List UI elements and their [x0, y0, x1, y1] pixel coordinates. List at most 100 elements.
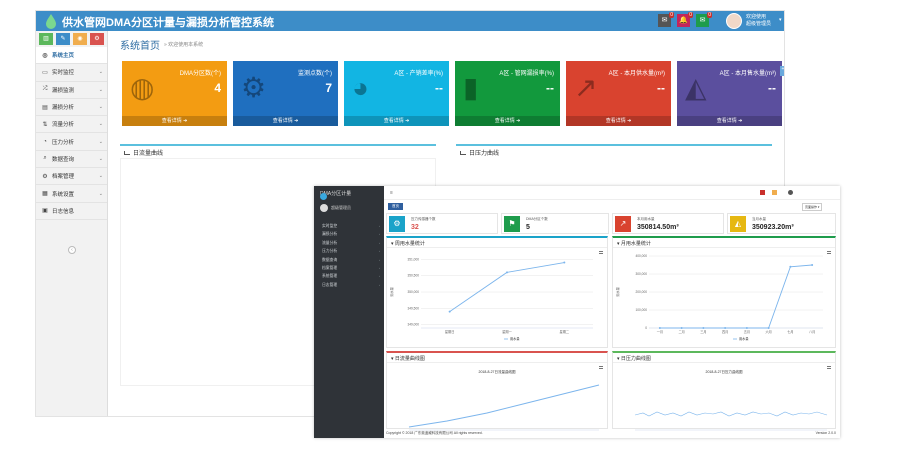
- x-tick-label: 三月: [700, 330, 706, 334]
- chevron-down-icon: ⌄: [98, 69, 103, 76]
- sidebar: ▥ ✎ ◉ ⚙ ◎ 系统主页 ▭ 实时监控 ⌄ ⤮ 漏损监测 ⌄ ▤ 漏损分析 ⌄ ⇅ 流量分析…: [36, 31, 108, 416]
- data-point: [680, 327, 683, 329]
- y-tick-label: 200,000: [635, 290, 647, 294]
- sidebar-item-label: 实时监控: [52, 70, 75, 77]
- notification-icon[interactable]: [760, 190, 765, 195]
- chart-menu-icon[interactable]: [599, 251, 603, 254]
- sidebar-item[interactable]: 实时监控 ‹: [314, 222, 384, 230]
- stat-box-value: 32: [411, 224, 419, 231]
- daily-pressure-chart: [634, 411, 828, 431]
- avatar[interactable]: [788, 190, 793, 195]
- avatar: [320, 204, 328, 212]
- legend-label: 用水量: [510, 336, 520, 341]
- chevron-down-icon: ⌄: [98, 104, 103, 111]
- stat-card-label: A区 - 管网漏损率(%): [499, 71, 554, 77]
- pie-icon: ◕: [352, 72, 369, 103]
- shortcut-chart-button[interactable]: ▥: [39, 33, 53, 45]
- top-bar: 供水管网DMA分区计量与漏损分析管控系统 ✉ 0 🔔 0 ✉ 0 欢迎使用 超级管理员…: [36, 11, 784, 31]
- weekly-usage-panel: ▾ 周用水量统计 349,000 349,500 350,000 350,500 351…: [386, 236, 608, 348]
- sidebar-item-settings[interactable]: ▦ 系统设置 ⌄: [36, 185, 107, 203]
- view-details-link[interactable]: 查看详情 ➜: [677, 116, 782, 126]
- page-actions-dropdown[interactable]: 页面操作 ▾: [802, 203, 823, 211]
- view-details-link[interactable]: 查看详情 ➜: [344, 116, 449, 126]
- sidebar-item[interactable]: 档案管理 ‹: [314, 264, 384, 272]
- y-tick-label: 100,000: [635, 308, 647, 312]
- sidebar-item-query[interactable]: ⌕ 数据查询 ⌄: [36, 151, 107, 169]
- data-point: [724, 327, 727, 329]
- chart-menu-icon[interactable]: [599, 366, 603, 369]
- sidebar-item-logs[interactable]: ▣ 日志信息: [36, 203, 107, 220]
- sidebar-item-label: 日志信息: [52, 208, 75, 215]
- view-details-link[interactable]: 查看详情 ➜: [455, 116, 560, 126]
- chart-menu-icon[interactable]: [827, 251, 831, 254]
- chevron-down-icon: ⌄: [98, 190, 103, 197]
- sidebar-item[interactable]: 流量分析 ‹: [314, 239, 384, 247]
- chevron-icon: ‹: [379, 232, 380, 237]
- tab-home[interactable]: 首页: [388, 203, 403, 210]
- user-info: 超级管理员: [320, 204, 351, 212]
- monthly-usage-chart: 0 100,000 200,000 300,000 400,000 一月 二月 三月 四月 五月 六…: [615, 254, 823, 341]
- stat-box-value: 350923.20m³: [752, 224, 794, 231]
- sidebar-item-archive[interactable]: ⚙ 档案管理 ⌄: [36, 168, 107, 186]
- avatar: [726, 13, 742, 29]
- menu-toggle-icon[interactable]: ≡: [390, 190, 393, 196]
- sidebar-item-leak-monitor[interactable]: ⤮ 漏损监测 ⌄: [36, 82, 107, 99]
- stat-card-label: A区 - 本月供水量(m³): [608, 71, 665, 77]
- x-tick-label: 六月: [765, 329, 771, 334]
- stat-box-icon: ⚙: [389, 216, 405, 232]
- chart-menu-icon[interactable]: [827, 366, 831, 369]
- message-badge: 0: [707, 12, 712, 18]
- data-point: [702, 327, 705, 329]
- stat-box-label: 当月水量: [752, 217, 766, 221]
- caret-down-icon: ▾: [779, 17, 782, 23]
- chart-title: 2018-8-27日流量曲线图: [478, 370, 516, 374]
- y-axis-label: 用水量: [615, 286, 620, 296]
- data-point: [767, 327, 770, 329]
- sidebar-item[interactable]: 压力分析 ‹: [314, 247, 384, 255]
- y-tick-label: 0: [645, 326, 647, 330]
- sidebar-item[interactable]: 系统管理 ‹: [314, 272, 384, 280]
- logo-icon: [320, 193, 327, 200]
- search-icon: ⌕: [43, 155, 47, 162]
- sidebar-item[interactable]: 数据查询 ‹: [314, 256, 384, 264]
- sidebar-item-leak-analysis[interactable]: ▤ 漏损分析 ⌄: [36, 99, 107, 117]
- message-button[interactable]: ✉ 0: [696, 12, 712, 27]
- monthly-usage-panel: ▾ 月用水量统计 0 100,000 200,000 300,000 400,000 一月…: [612, 236, 836, 348]
- sidebar-item[interactable]: 漏损分析 ‹: [314, 230, 384, 238]
- shortcut-edit-button[interactable]: ✎: [56, 33, 70, 45]
- scroll-right-icon[interactable]: +: [780, 66, 784, 76]
- series-line: [659, 264, 813, 329]
- mail-button[interactable]: ✉ 0: [658, 12, 674, 27]
- daily-flow-chart: [408, 384, 600, 431]
- message-icon[interactable]: [772, 190, 777, 195]
- view-details-link[interactable]: 查看详情 ➜: [566, 116, 671, 126]
- stat-card: ◕ A区 - 产销差率(%) -- 查看详情 ➜: [344, 61, 449, 126]
- flow-icon: ⇅: [42, 121, 48, 128]
- x-tick-label: 星期二: [560, 329, 570, 334]
- chevron-icon: ‹: [379, 282, 380, 287]
- view-details-link[interactable]: 查看详情 ➜: [122, 116, 227, 126]
- view-details-link[interactable]: 查看详情 ➜: [233, 116, 338, 126]
- y-tick-label: 351,000: [407, 257, 419, 261]
- series-line: [449, 262, 565, 313]
- bar-icon: ▮: [463, 72, 479, 103]
- mail-badge: 0: [669, 12, 674, 18]
- globe-icon: ◍: [130, 72, 155, 103]
- sidebar-item-monitor[interactable]: ▭ 实时监控 ⌄: [36, 64, 107, 82]
- chevron-icon: ‹: [379, 240, 380, 245]
- user-menu[interactable]: 欢迎使用 超级管理员 ▾: [726, 11, 784, 31]
- sidebar-item[interactable]: 日志管理 ‹: [314, 281, 384, 289]
- pressure-series-line: [634, 411, 828, 417]
- sidebar-item-label: 压力分析: [52, 139, 75, 146]
- stat-card-value: --: [435, 81, 443, 95]
- bell-button[interactable]: 🔔 0: [677, 12, 693, 27]
- shortcut-group-button[interactable]: ◉: [73, 33, 87, 45]
- data-point: [506, 271, 508, 274]
- gauge-icon: ◔: [43, 138, 47, 145]
- sidebar-item-pressure[interactable]: ◔ 压力分析 ⌄: [36, 133, 107, 151]
- sidebar-item-home[interactable]: ◎ 系统主页: [36, 47, 107, 65]
- sidebar-collapse-button[interactable]: ‹: [68, 246, 76, 254]
- sidebar-item-flow[interactable]: ⇅ 流量分析 ⌄: [36, 116, 107, 134]
- stat-card-value: 4: [214, 81, 221, 95]
- shortcut-settings-button[interactable]: ⚙: [90, 33, 104, 45]
